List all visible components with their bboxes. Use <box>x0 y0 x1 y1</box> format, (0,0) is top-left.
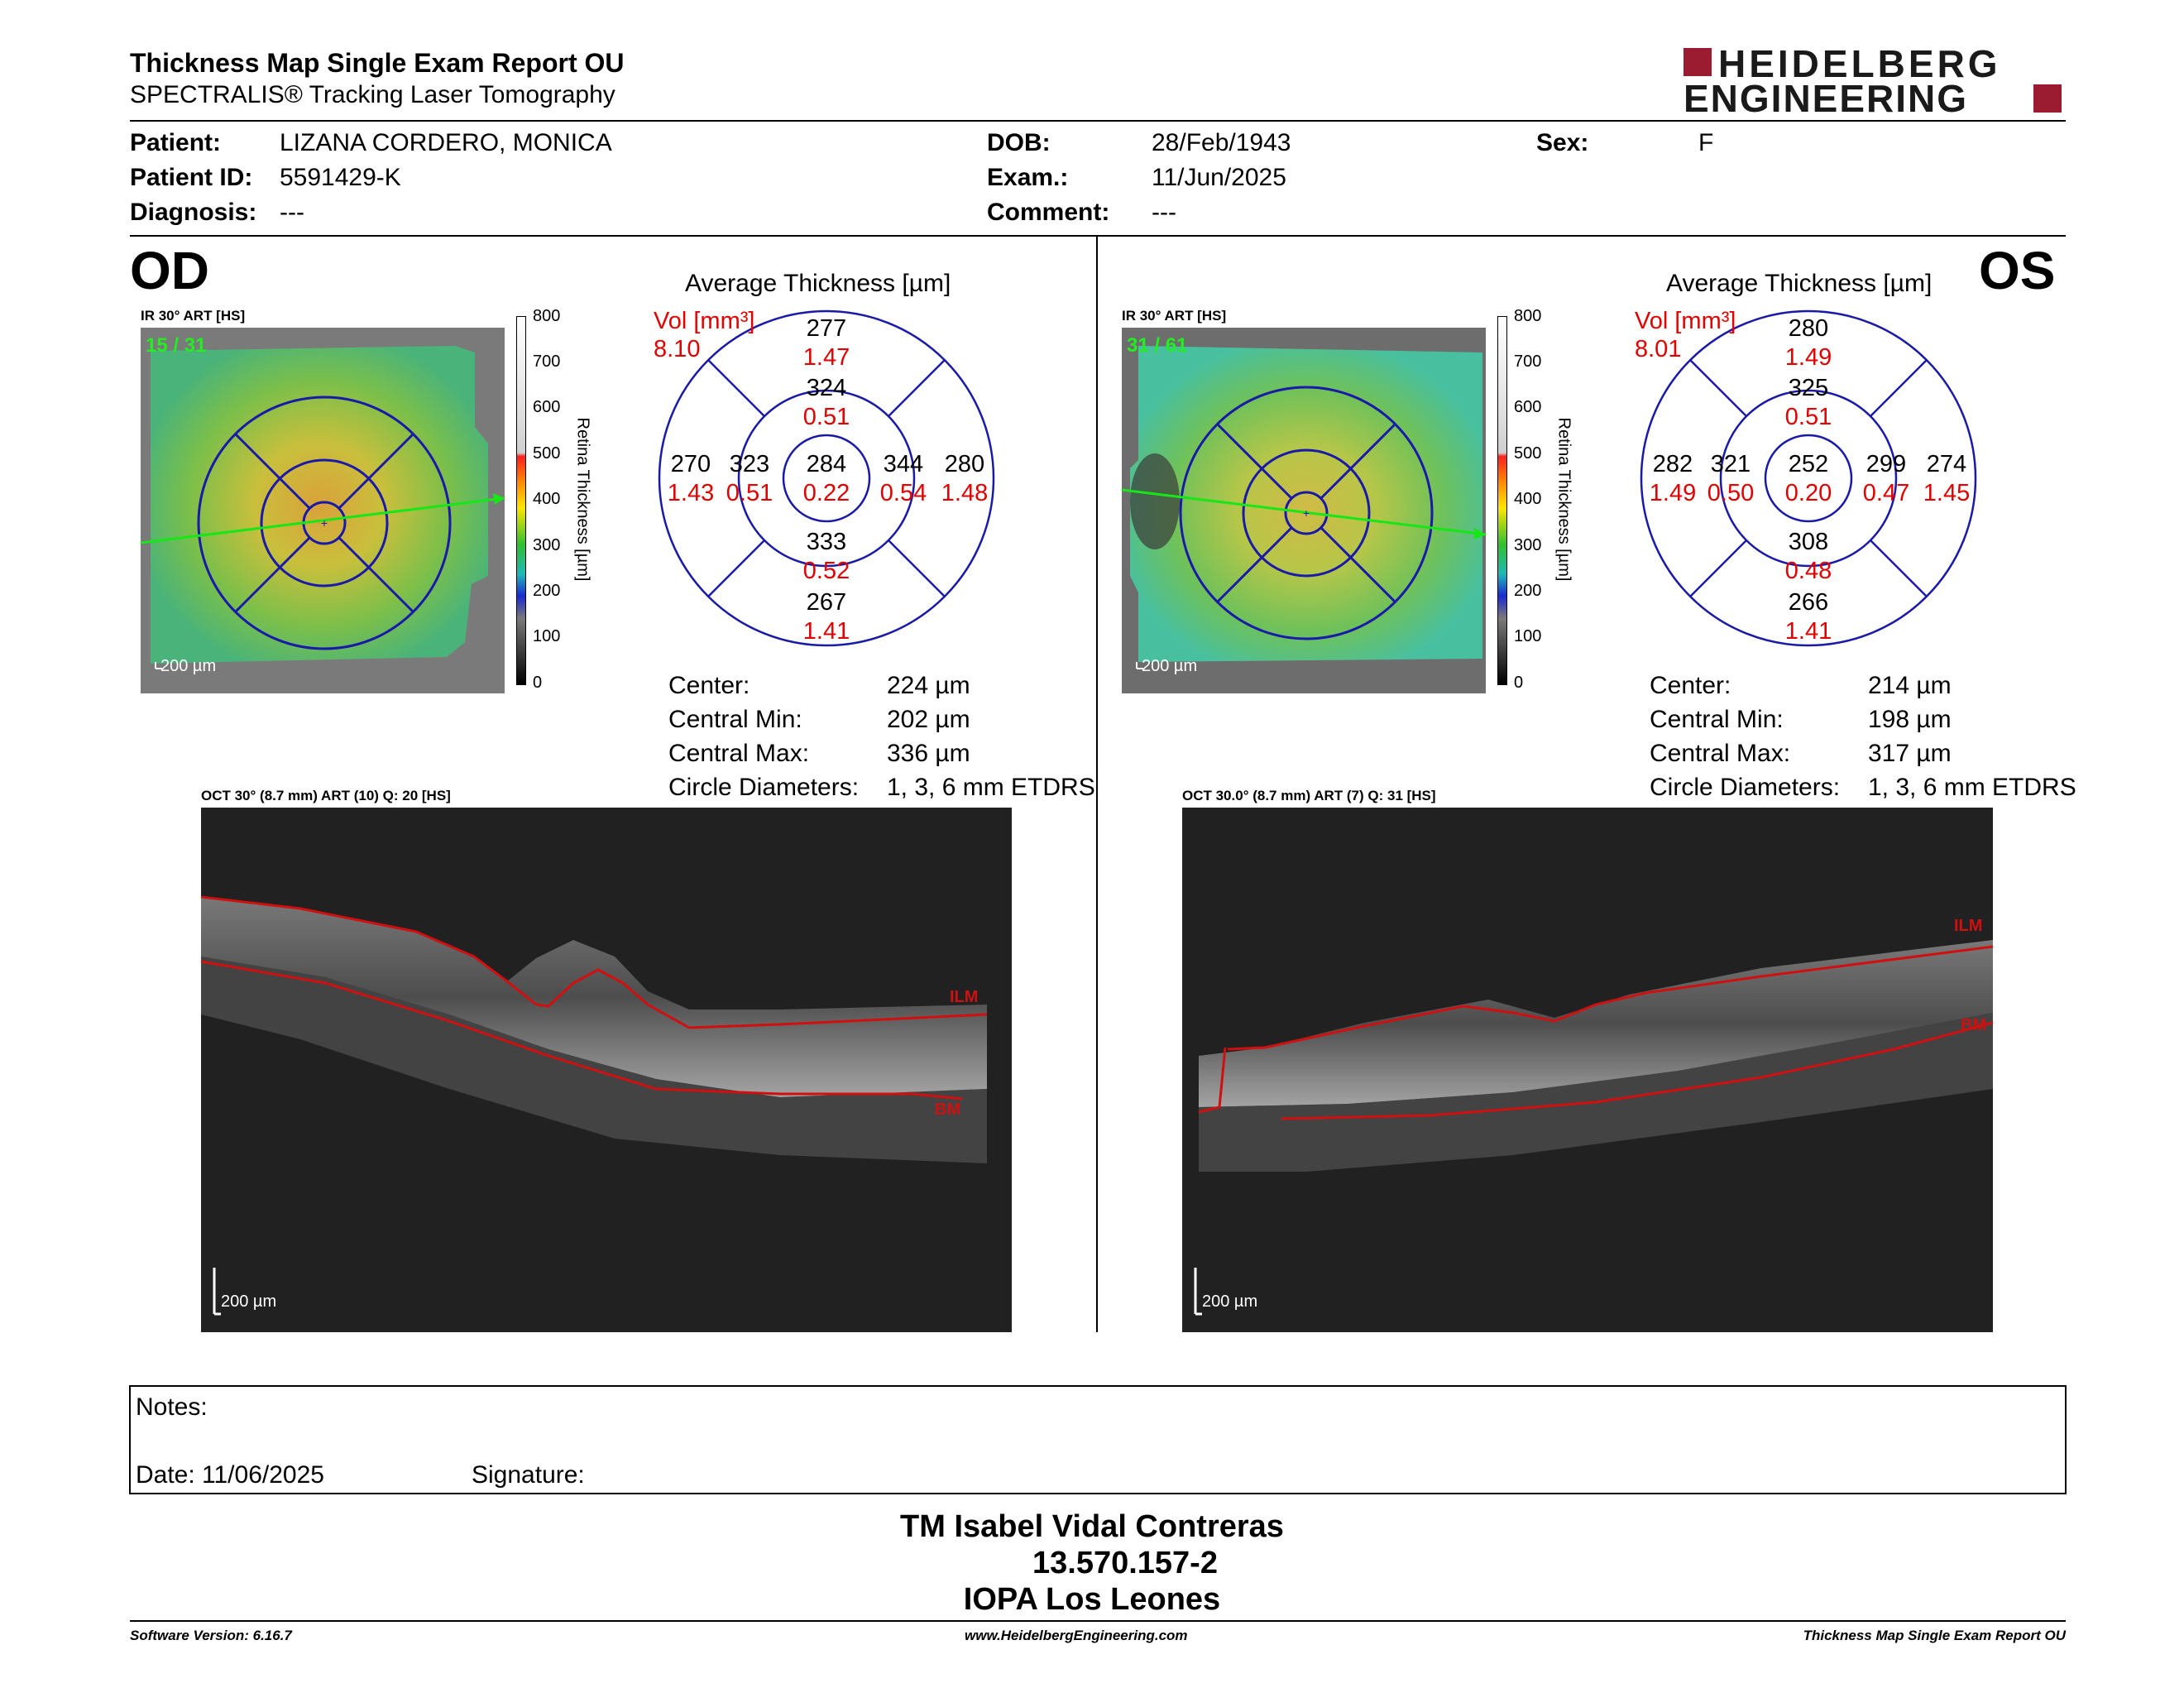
os-sector-temporal-outer: 282 1.49 <box>1649 451 1697 506</box>
signer-id: 13.570.157-2 <box>1032 1546 1218 1580</box>
od-bm-label: BM <box>935 1101 961 1119</box>
os-ir-label: IR 30° ART [HS] <box>1122 308 1227 324</box>
svg-text:+: + <box>1303 506 1310 520</box>
od-sector-nasal-outer: 280 1.48 <box>941 451 989 506</box>
od-vol-value: 8.10 <box>654 336 701 362</box>
eye-divider <box>1096 237 1098 1332</box>
patient-label: Patient: <box>130 129 222 156</box>
os-sector-superior-inner: 325 0.51 <box>1784 375 1832 430</box>
os-sector-superior-outer: 280 1.49 <box>1784 315 1832 371</box>
notes-label: Notes: <box>136 1393 208 1421</box>
os-stats-values: 214 µm 198 µm 317 µm 1, 3, 6 mm ETDRS <box>1868 672 2076 801</box>
info-divider <box>130 235 2066 237</box>
od-vol-label: Vol [mm³] <box>654 308 755 334</box>
od-etdrs-grid <box>650 305 1006 652</box>
od-sector-temporal-outer: 270 1.43 <box>667 451 715 506</box>
os-eye-label: OS <box>1979 241 2056 300</box>
os-thickness-map: + <box>1121 328 1487 693</box>
website-link[interactable]: www.HeidelbergEngineering.com <box>965 1628 1188 1643</box>
exam-date: 11/Jun/2025 <box>1152 164 1286 191</box>
signer-org: IOPA Los Leones <box>963 1582 1221 1617</box>
od-thickness-map: + <box>140 328 505 693</box>
os-vol-value: 8.01 <box>1635 336 1682 362</box>
od-sector-temporal-inner: 323 0.51 <box>726 451 774 506</box>
od-sector-superior-outer: 277 1.47 <box>802 315 850 371</box>
patient-name: LIZANA CORDERO, MONICA <box>280 129 612 156</box>
od-ilm-label: ILM <box>950 988 979 1006</box>
os-ilm-label: ILM <box>1954 917 1983 935</box>
os-bm-label: BM <box>1961 1016 1987 1034</box>
od-grid-title: Average Thickness [µm] <box>685 270 951 297</box>
software-version: Software Version: 6.16.7 <box>130 1628 292 1643</box>
header-divider <box>130 120 2066 122</box>
os-grid-title: Average Thickness [µm] <box>1666 270 1933 297</box>
od-sector-nasal-inner: 344 0.54 <box>879 451 927 506</box>
od-oct-label: OCT 30° (8.7 mm) ART (10) Q: 20 [HS] <box>201 788 451 803</box>
od-ir-label: IR 30° ART [HS] <box>141 308 246 324</box>
od-thickness-colorbar: 800 700 600 500 400 300 200 100 0 Retina… <box>516 308 599 693</box>
os-vol-label: Vol [mm³] <box>1635 308 1736 334</box>
signature-label: Signature: <box>472 1461 585 1489</box>
os-stats-labels: Center: Central Min: Central Max: Circle Di… <box>1650 672 1841 801</box>
comment-label: Comment: <box>987 199 1110 226</box>
od-stats-values: 224 µm 202 µm 336 µm 1, 3, 6 mm ETDRS <box>887 672 1095 801</box>
os-ir-counter: 31 / 61 <box>1127 334 1188 357</box>
heidelberg-logo: HEIDELBERG ENGINEERING <box>1684 42 2064 120</box>
notes-date: Date: 11/06/2025 <box>136 1461 324 1489</box>
comment-value: --- <box>1152 199 1176 226</box>
os-oct-scale: 200 µm <box>1202 1292 1258 1311</box>
signer-name: TM Isabel Vidal Contreras <box>900 1509 1284 1544</box>
os-sector-center: 252 0.20 <box>1784 451 1832 506</box>
od-eye-label: OD <box>130 241 209 300</box>
os-etdrs-grid <box>1632 305 1988 652</box>
os-sector-temporal-inner: 321 0.50 <box>1707 451 1755 506</box>
os-sector-inferior-outer: 266 1.41 <box>1784 589 1832 645</box>
dob-value: 28/Feb/1943 <box>1152 129 1291 156</box>
od-sector-inferior-inner: 333 0.52 <box>802 529 850 584</box>
od-sector-inferior-outer: 267 1.41 <box>802 589 850 645</box>
svg-text:+: + <box>321 516 328 530</box>
diagnosis-label: Diagnosis: <box>130 199 257 226</box>
od-ir-counter: 15 / 31 <box>146 334 207 357</box>
od-oct-bscan <box>200 808 1012 1332</box>
sex-label: Sex: <box>1536 129 1589 156</box>
os-sector-inferior-inner: 308 0.48 <box>1784 529 1832 584</box>
os-ir-scale: 200 µm <box>1142 657 1198 675</box>
os-sector-nasal-inner: 299 0.47 <box>1862 451 1910 506</box>
footer-divider <box>130 1620 2066 1622</box>
os-sector-nasal-outer: 274 1.45 <box>1923 451 1971 506</box>
diagnosis-value: --- <box>280 199 304 226</box>
report-title: Thickness Map Single Exam Report OU <box>130 48 625 78</box>
od-ir-scale: 200 µm <box>160 657 217 675</box>
sex-value: F <box>1698 129 1714 156</box>
patient-id: 5591429-K <box>280 164 401 191</box>
od-sector-superior-inner: 324 0.51 <box>802 375 850 430</box>
od-oct-scale: 200 µm <box>221 1292 277 1311</box>
os-oct-label: OCT 30.0° (8.7 mm) ART (7) Q: 31 [HS] <box>1182 788 1436 803</box>
exam-label: Exam.: <box>987 164 1069 191</box>
od-stats-labels: Center: Central Min: Central Max: Circle Di… <box>668 672 860 801</box>
notes-box[interactable]: Notes: Date: 11/06/2025 Signature: <box>129 1385 2067 1494</box>
patient-id-label: Patient ID: <box>130 164 253 191</box>
dob-label: DOB: <box>987 129 1051 156</box>
os-oct-bscan <box>1182 808 1994 1332</box>
report-subtitle: SPECTRALIS® Tracking Laser Tomography <box>130 81 615 108</box>
od-sector-center: 284 0.22 <box>802 451 850 506</box>
os-thickness-colorbar: 800 700 600 500 400 300 200 100 0 Retina… <box>1497 308 1580 693</box>
footer-report-name: Thickness Map Single Exam Report OU <box>1803 1628 2066 1643</box>
